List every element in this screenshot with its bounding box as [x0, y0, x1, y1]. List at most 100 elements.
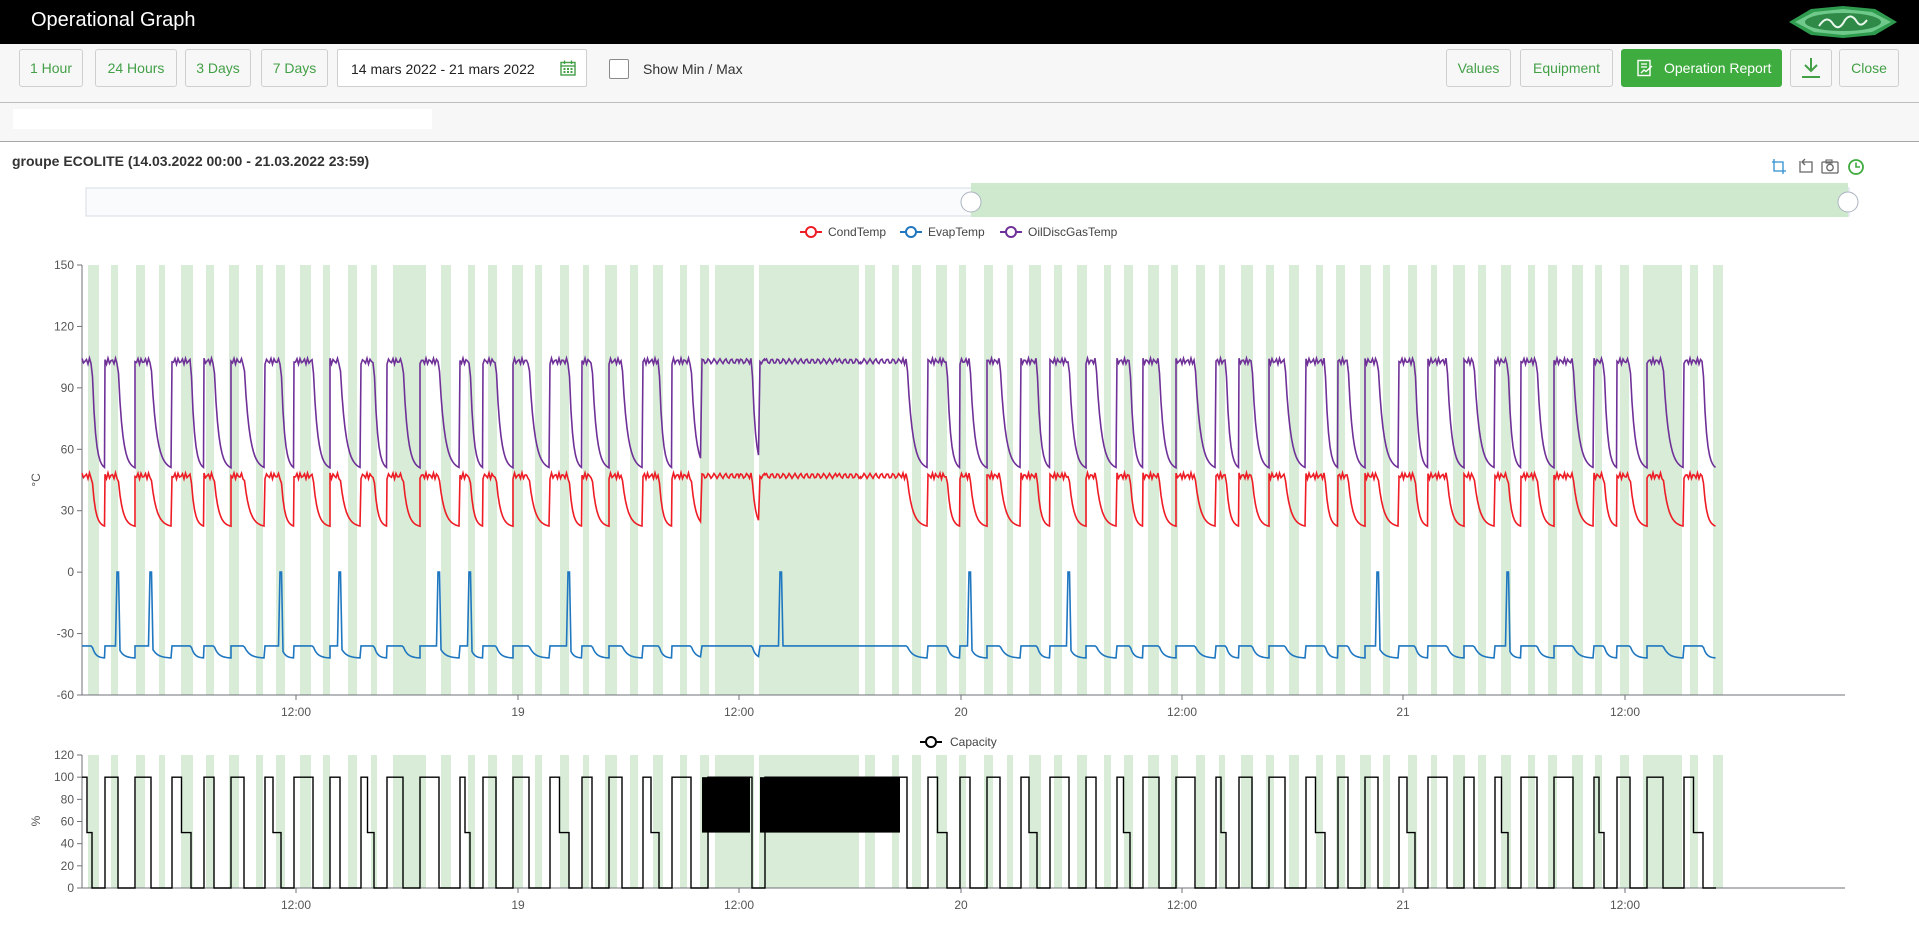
operating-band-bottom [1219, 755, 1225, 888]
operating-band-bottom [653, 755, 663, 888]
calendar-icon[interactable] [560, 60, 576, 76]
operating-band-bottom [441, 755, 451, 888]
operating-band-top [323, 265, 330, 695]
close-button[interactable]: Close [1839, 49, 1899, 87]
operating-band-bottom [1196, 755, 1205, 888]
x-tick-label-bottom: 12:00 [1610, 898, 1640, 912]
operating-band-top [371, 265, 377, 695]
operating-band-top [1148, 265, 1159, 695]
operating-band-top [393, 265, 405, 695]
toolbar: 1 Hour 24 Hours 3 Days 7 Days 14 mars 20… [0, 44, 1919, 103]
operating-band-bottom [795, 755, 801, 888]
operating-band-bottom [1336, 755, 1345, 888]
operating-band-bottom [371, 755, 377, 888]
x-tick-label-bottom: 12:00 [724, 898, 754, 912]
x-tick-label-bottom: 12:00 [1167, 898, 1197, 912]
operating-band-bottom [715, 755, 753, 888]
operating-band-top [399, 265, 425, 695]
operating-band-top [1453, 265, 1465, 695]
operating-band-bottom [1266, 755, 1274, 888]
capacity-dense-region [760, 777, 900, 833]
operating-band-top [560, 265, 569, 695]
y-tick-label-top: 120 [54, 319, 74, 333]
operating-band-top [772, 265, 781, 695]
legend-label-condtemp: CondTemp [828, 225, 886, 239]
x-tick-label-top: 20 [954, 705, 968, 719]
show-minmax-checkbox[interactable] [609, 59, 629, 79]
y-tick-label-bottom: 0 [67, 881, 74, 895]
operating-band-bottom [1478, 755, 1486, 888]
operating-band-bottom [1148, 755, 1159, 888]
operating-band-bottom [276, 755, 285, 888]
clock-icon[interactable] [1848, 159, 1864, 175]
operating-band-top [535, 265, 542, 695]
zoom-icon[interactable] [1771, 158, 1788, 176]
legend-marker-condtemp [805, 226, 817, 238]
zoom-reset-icon[interactable] [1797, 158, 1814, 176]
y-tick-label-top: 150 [54, 258, 74, 272]
y-tick-label-bottom: 120 [54, 748, 74, 762]
y-tick-label-top: 30 [61, 504, 75, 518]
range-7-days-button[interactable]: 7 Days [261, 49, 328, 87]
operating-band-top [229, 265, 239, 695]
operating-band-top [747, 265, 754, 695]
bitzer-logo [1789, 6, 1897, 38]
operation-report-label: Operation Report [1664, 60, 1772, 76]
operating-band-bottom [159, 755, 165, 888]
range-3-days-button[interactable]: 3 Days [185, 49, 251, 87]
legend-label-oildiscgastemp: OilDiscGasTemp [1028, 225, 1118, 239]
legend-marker-capacity [925, 736, 937, 748]
operating-band-top [88, 265, 99, 695]
operating-band-top [1690, 265, 1698, 695]
range-1-hour-button[interactable]: 1 Hour [19, 49, 83, 87]
operating-band-bottom [1643, 755, 1649, 888]
operating-band-top [276, 265, 285, 695]
download-button[interactable] [1790, 49, 1832, 87]
operating-band-bottom [759, 755, 859, 888]
date-range-field[interactable]: 14 mars 2022 - 21 mars 2022 [337, 49, 587, 87]
legend-label-evaptemp: EvapTemp [928, 225, 985, 239]
chart-toolbox [1770, 157, 1880, 182]
operating-band-bottom [1289, 755, 1299, 888]
operating-band-bottom [348, 755, 357, 888]
operating-band-bottom [136, 755, 145, 888]
operating-band-top [488, 265, 497, 695]
operating-band-top [1431, 265, 1437, 695]
operating-band-bottom [936, 755, 947, 888]
operating-band-bottom [1241, 755, 1253, 888]
operating-band-top [842, 265, 850, 695]
zoom-slider-selection [971, 183, 1848, 217]
y-tick-label-top: 90 [61, 381, 75, 395]
operating-band-bottom [1104, 755, 1111, 888]
operating-band-bottom [1124, 755, 1133, 888]
values-button[interactable]: Values [1446, 49, 1511, 87]
operating-band-top [959, 265, 966, 695]
operating-band-top [700, 265, 709, 695]
y-tick-label-bottom: 80 [61, 792, 75, 806]
x-tick-label-top: 19 [511, 705, 525, 719]
operating-band-top [256, 265, 263, 695]
operating-band-bottom [1007, 755, 1013, 888]
equipment-button[interactable]: Equipment [1520, 49, 1613, 87]
camera-icon[interactable] [1821, 159, 1839, 174]
operating-band-bottom [630, 755, 638, 888]
range-24-hours-button[interactable]: 24 Hours [95, 49, 177, 87]
operating-band-top [441, 265, 451, 695]
operating-band-top [1124, 265, 1133, 695]
operating-band-bottom [1690, 755, 1698, 888]
y-tick-label-bottom: 60 [61, 815, 75, 829]
info-strip [0, 103, 1919, 142]
operating-band-bottom [700, 755, 709, 888]
operation-report-button[interactable]: Operation Report [1621, 49, 1782, 87]
show-minmax-label: Show Min / Max [643, 61, 743, 77]
operating-band-top [1104, 265, 1111, 695]
x-tick-label-top: 12:00 [1610, 705, 1640, 719]
operating-band-top [653, 265, 663, 695]
operating-band-top [680, 265, 687, 695]
operating-band-bottom [747, 755, 754, 888]
operating-band-top [1501, 265, 1511, 695]
operating-band-bottom [1408, 755, 1417, 888]
operating-band-bottom [1383, 755, 1390, 888]
operating-band-top [984, 265, 993, 695]
y-tick-label-top: 60 [61, 442, 75, 456]
